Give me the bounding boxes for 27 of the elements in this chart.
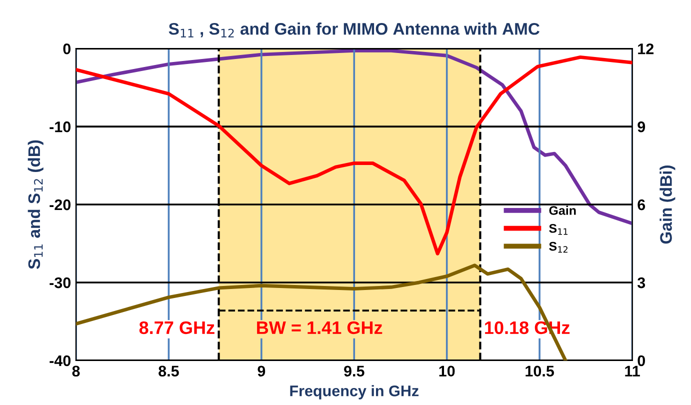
y-tick-label: -10 bbox=[50, 121, 71, 132]
legend-label: S$_{12}$ bbox=[549, 242, 568, 253]
y-axis-title: S$_{11}$ and S$_{12}$ (dB) bbox=[28, 140, 44, 270]
x-tick-label: 9.5 bbox=[344, 366, 364, 377]
annotation: BW = 1.41 GHz bbox=[257, 321, 382, 334]
y2-tick-label: 12 bbox=[638, 43, 654, 54]
ref-line-label: 8.77 GHz bbox=[139, 321, 214, 334]
y-tick-label: -40 bbox=[50, 355, 71, 366]
chart-title: S$_{11}$ , S$_{12}$ and Gain for MIMO Antenna with AMC bbox=[168, 22, 540, 38]
y-tick-label: 0 bbox=[63, 43, 71, 54]
y2-tick-label: 0 bbox=[638, 355, 645, 366]
legend-label: Gain bbox=[549, 206, 576, 215]
line-series bbox=[76, 55, 632, 256]
x-tick-label: 11 bbox=[625, 366, 640, 376]
x-tick-label: 10 bbox=[439, 366, 455, 377]
x-tick-label: 10.5 bbox=[526, 366, 554, 377]
y2-axis-title: Gain (dBi) bbox=[660, 166, 676, 244]
y2-tick-label: 3 bbox=[637, 277, 646, 288]
y2-tick-label: 9 bbox=[638, 121, 646, 132]
x-tick-label: 9 bbox=[258, 366, 266, 377]
x-tick-label: 8 bbox=[72, 366, 80, 377]
legend-label: S$_{11}$ bbox=[549, 224, 568, 235]
x-axis-title: Frequency in GHz bbox=[290, 385, 419, 400]
y2-tick-label: 6 bbox=[638, 199, 646, 210]
x-tick-label: 8.5 bbox=[158, 366, 179, 377]
y-tick-label: -20 bbox=[50, 199, 71, 210]
y-tick-label: -30 bbox=[50, 277, 71, 288]
